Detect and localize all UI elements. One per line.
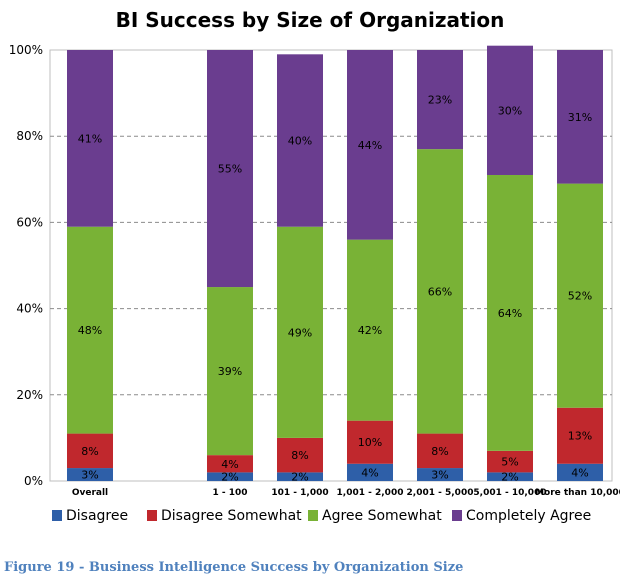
x-tick-label: 1,001 - 2,000 (337, 488, 404, 498)
bar-segment (207, 472, 253, 481)
bar-segment (487, 174, 533, 451)
data-label: 8% (81, 445, 98, 458)
legend-label: Disagree Somewhat (161, 508, 302, 524)
x-tick-label: 5,001 - 10,000 (473, 488, 546, 498)
data-label: 64% (498, 307, 522, 320)
legend-swatch (308, 510, 318, 521)
bar-segment (207, 287, 253, 456)
bar-segment (557, 407, 603, 464)
bar-segment (67, 468, 113, 481)
bar-segment (347, 50, 393, 240)
data-label: 8% (291, 449, 308, 462)
chart-plot: 0%20%40%60%80%100%3%8%48%41%Overall2%4%3… (9, 43, 620, 524)
bar-segment (207, 50, 253, 288)
data-label: 30% (498, 104, 522, 117)
y-tick-label: 80% (16, 129, 43, 143)
data-label: 23% (428, 94, 452, 107)
y-tick-label: 40% (16, 302, 43, 316)
bar-segment (277, 226, 323, 438)
legend-label: Disagree (66, 508, 128, 524)
data-label: 10% (358, 436, 382, 449)
data-label: 44% (358, 139, 382, 152)
legend-label: Agree Somewhat (322, 508, 442, 524)
data-label: 3% (81, 469, 98, 482)
y-tick-label: 60% (16, 215, 43, 229)
data-label: 55% (218, 163, 242, 176)
bar-segment (207, 455, 253, 473)
data-label: 49% (288, 326, 312, 339)
y-tick-label: 100% (9, 43, 43, 57)
plot-area (49, 49, 613, 482)
legend-swatch (147, 510, 157, 521)
bar-segment (417, 149, 463, 434)
bar-segment (347, 463, 393, 481)
bar-segment (417, 50, 463, 150)
bar-segment (557, 183, 603, 408)
data-label: 4% (361, 466, 378, 479)
bar-segment (277, 472, 323, 481)
bar-segment (67, 226, 113, 434)
bar-segment (417, 433, 463, 469)
data-label: 66% (428, 285, 452, 298)
bar-segment (487, 450, 533, 473)
data-label: 31% (568, 111, 592, 124)
data-label: 4% (571, 466, 588, 479)
bar-segment (67, 50, 113, 227)
legend-label: Completely Agree (466, 508, 591, 524)
figure-caption: Figure 19 - Business Intelligence Succes… (4, 560, 464, 575)
y-tick-label: 0% (24, 474, 43, 488)
data-label: 40% (288, 135, 312, 148)
x-tick-label: 2,001 - 5,000 (407, 488, 474, 498)
bar-segment (557, 50, 603, 184)
x-tick-label: 101 - 1,000 (271, 488, 328, 498)
bar-segment (487, 45, 533, 175)
chart-title: BI Success by Size of Organization (115, 8, 505, 32)
bar-segment (557, 463, 603, 481)
data-label: 8% (431, 445, 448, 458)
legend-swatch (52, 510, 62, 521)
data-label: 5% (501, 456, 518, 469)
data-label: 3% (431, 469, 448, 482)
bar-segment (67, 433, 113, 469)
data-label: 39% (218, 365, 242, 378)
bar-segment (417, 468, 463, 481)
x-tick-label: 1 - 100 (212, 488, 247, 498)
data-label: 2% (501, 471, 518, 484)
chart: BI Success by Size of Organization 0% 20%… (9, 8, 620, 524)
bar-segment (347, 239, 393, 421)
x-tick-label: Overall (72, 488, 108, 498)
data-label: 2% (221, 471, 238, 484)
data-label: 13% (568, 430, 592, 443)
data-label: 52% (568, 290, 592, 303)
legend-swatch (452, 510, 462, 521)
x-tick-label: More than 10,000 (535, 488, 620, 498)
data-label: 41% (78, 132, 102, 145)
data-label: 48% (78, 324, 102, 337)
y-tick-label: 20% (16, 388, 43, 402)
data-label: 42% (358, 324, 382, 337)
data-label: 4% (221, 458, 238, 471)
data-label: 2% (291, 471, 308, 484)
bar-segment (487, 472, 533, 481)
bar-segment (347, 420, 393, 464)
bar-segment (277, 437, 323, 473)
bar-segment (277, 54, 323, 227)
